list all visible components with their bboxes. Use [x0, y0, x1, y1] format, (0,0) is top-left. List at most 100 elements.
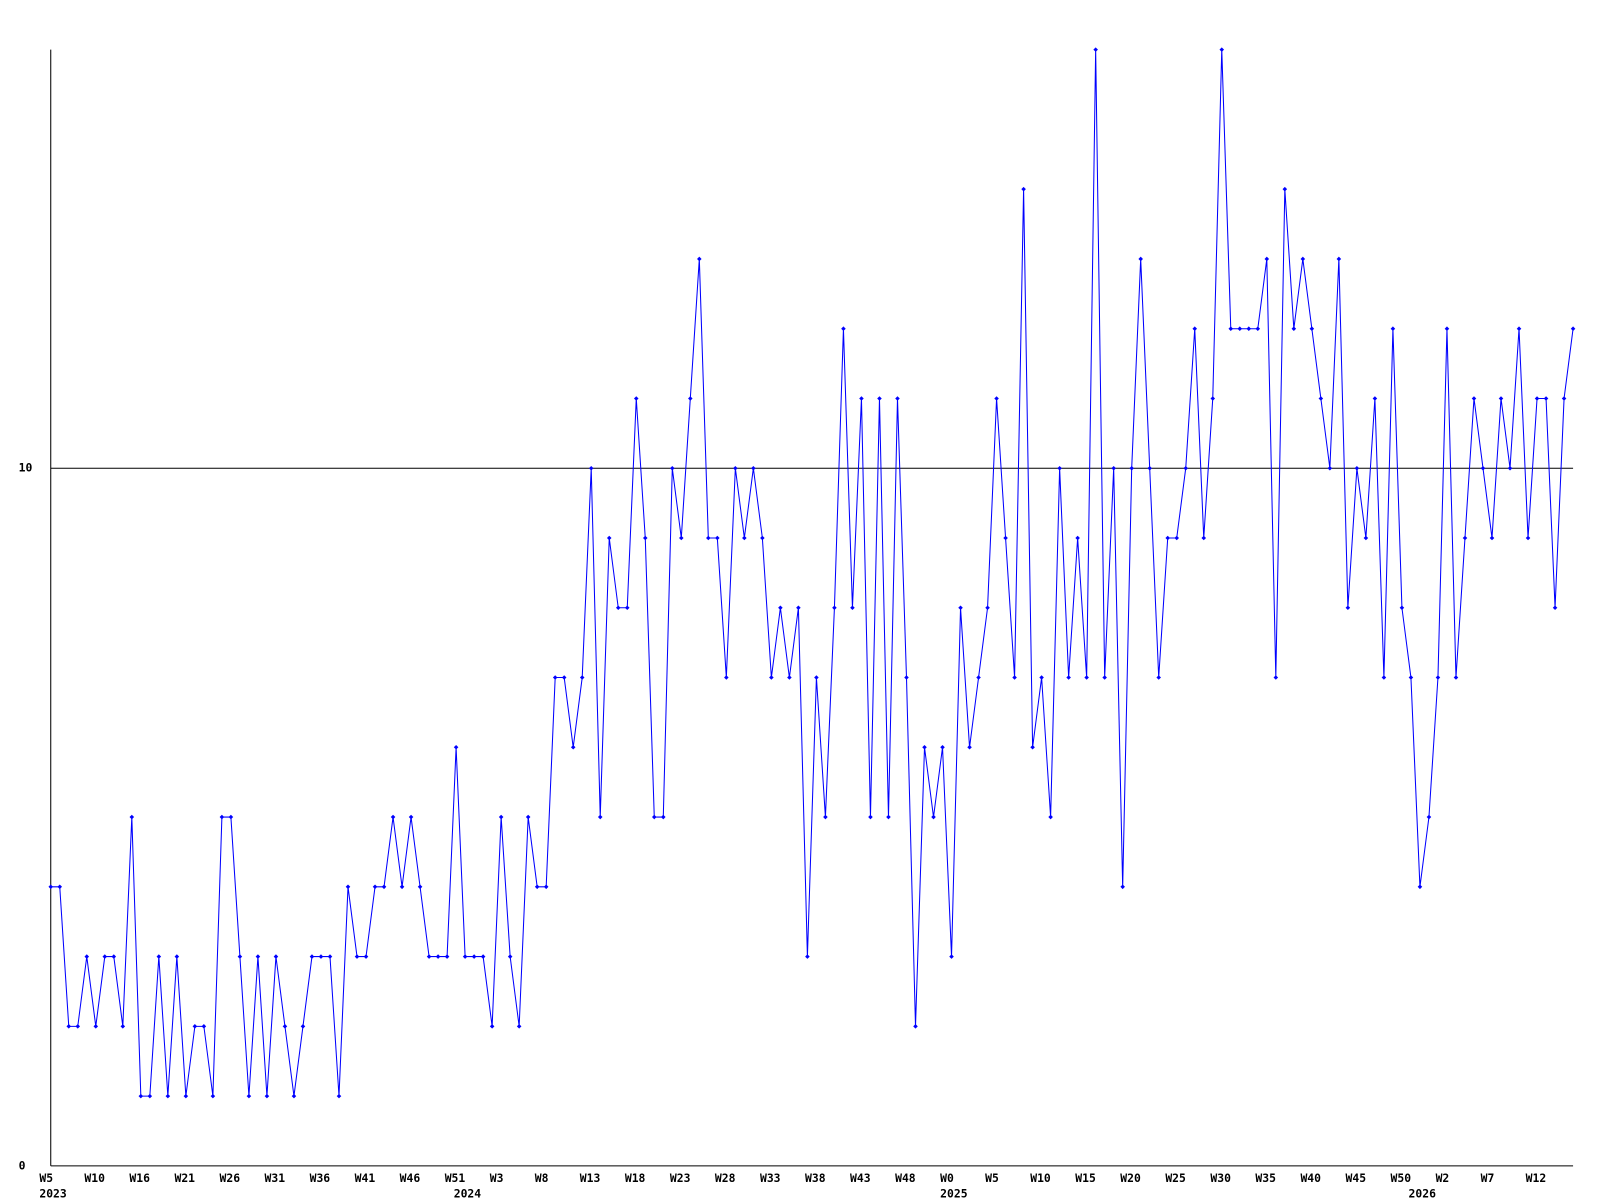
point [399, 884, 405, 890]
point [1012, 675, 1017, 680]
point [1417, 884, 1423, 890]
point [895, 396, 900, 401]
point [1192, 326, 1198, 331]
point [1363, 535, 1369, 541]
point [75, 1024, 81, 1029]
point [1129, 465, 1134, 471]
point [1408, 675, 1414, 680]
point [742, 535, 747, 541]
x-tick-label: W40 [1300, 1171, 1321, 1185]
point [372, 884, 378, 890]
point [697, 256, 702, 262]
point [291, 1093, 297, 1099]
point [138, 1093, 144, 1099]
point [1561, 396, 1567, 401]
point [1210, 396, 1216, 401]
point [1345, 605, 1351, 611]
point [534, 884, 540, 890]
point [1435, 675, 1441, 680]
x-tick-label: W41 [355, 1171, 376, 1185]
point [1273, 675, 1279, 680]
x-tick-label: W7 [1481, 1171, 1495, 1185]
point [1444, 326, 1450, 331]
point [552, 675, 558, 680]
x-tick-label: W46 [400, 1171, 421, 1185]
point [904, 675, 909, 680]
point [661, 814, 666, 820]
point [273, 954, 279, 959]
x-tick-label: W28 [715, 1171, 736, 1185]
point [237, 954, 243, 959]
point [1111, 465, 1116, 471]
x-tick-label: W10 [1030, 1171, 1051, 1185]
point [597, 814, 603, 820]
point [363, 954, 369, 959]
point [1219, 47, 1225, 52]
point [300, 1024, 306, 1029]
x-year-label: 2025 [940, 1186, 968, 1200]
point [165, 1093, 171, 1099]
x-tick-label: W13 [580, 1171, 601, 1185]
point [264, 1093, 270, 1099]
x-tick-label: W0 [940, 1171, 954, 1185]
point [805, 954, 810, 959]
point [1147, 465, 1152, 471]
x-year-label: 2023 [39, 1186, 67, 1200]
point [66, 1024, 72, 1029]
point [219, 814, 225, 820]
point [1354, 465, 1360, 471]
point [282, 1024, 288, 1029]
point [588, 465, 594, 471]
x-tick-label: W18 [625, 1171, 646, 1185]
point [751, 465, 756, 471]
point [408, 814, 414, 820]
point [1228, 326, 1234, 331]
point [48, 884, 54, 890]
point [525, 814, 531, 820]
point [787, 675, 792, 680]
point [1381, 675, 1387, 680]
point [1237, 326, 1243, 331]
x-tick-label: W26 [220, 1171, 241, 1185]
x-tick-label: W36 [310, 1171, 331, 1185]
point [1003, 535, 1008, 541]
point [841, 326, 846, 331]
point [174, 954, 180, 959]
point [1462, 535, 1468, 541]
point [832, 605, 837, 611]
point [1300, 256, 1306, 262]
point [417, 884, 423, 890]
x-tick-label: W12 [1526, 1171, 1547, 1185]
point [120, 1024, 126, 1029]
point [1165, 535, 1170, 541]
point [1075, 535, 1080, 541]
point [147, 1093, 153, 1099]
point [1471, 396, 1477, 401]
x-tick-label: W51 [445, 1171, 466, 1185]
point [516, 1024, 522, 1029]
x-tick-label: W38 [805, 1171, 826, 1185]
point [1507, 465, 1513, 471]
x-year-label: 2024 [454, 1186, 482, 1200]
point [1138, 256, 1143, 262]
point [435, 954, 441, 959]
x-tick-label: W43 [850, 1171, 871, 1185]
point [489, 1024, 495, 1029]
line [50, 49, 1574, 1097]
x-tick-label: W5 [39, 1171, 53, 1185]
point [543, 884, 549, 890]
point [93, 1024, 99, 1029]
point [1318, 396, 1324, 401]
point [913, 1024, 918, 1029]
point [1120, 884, 1125, 890]
point [733, 465, 738, 471]
point [1156, 675, 1161, 680]
point [1498, 396, 1504, 401]
point [480, 954, 486, 959]
point [1399, 605, 1405, 611]
point [390, 814, 396, 820]
point [327, 954, 333, 959]
point [471, 954, 477, 959]
point [354, 954, 360, 959]
point [1489, 535, 1495, 541]
